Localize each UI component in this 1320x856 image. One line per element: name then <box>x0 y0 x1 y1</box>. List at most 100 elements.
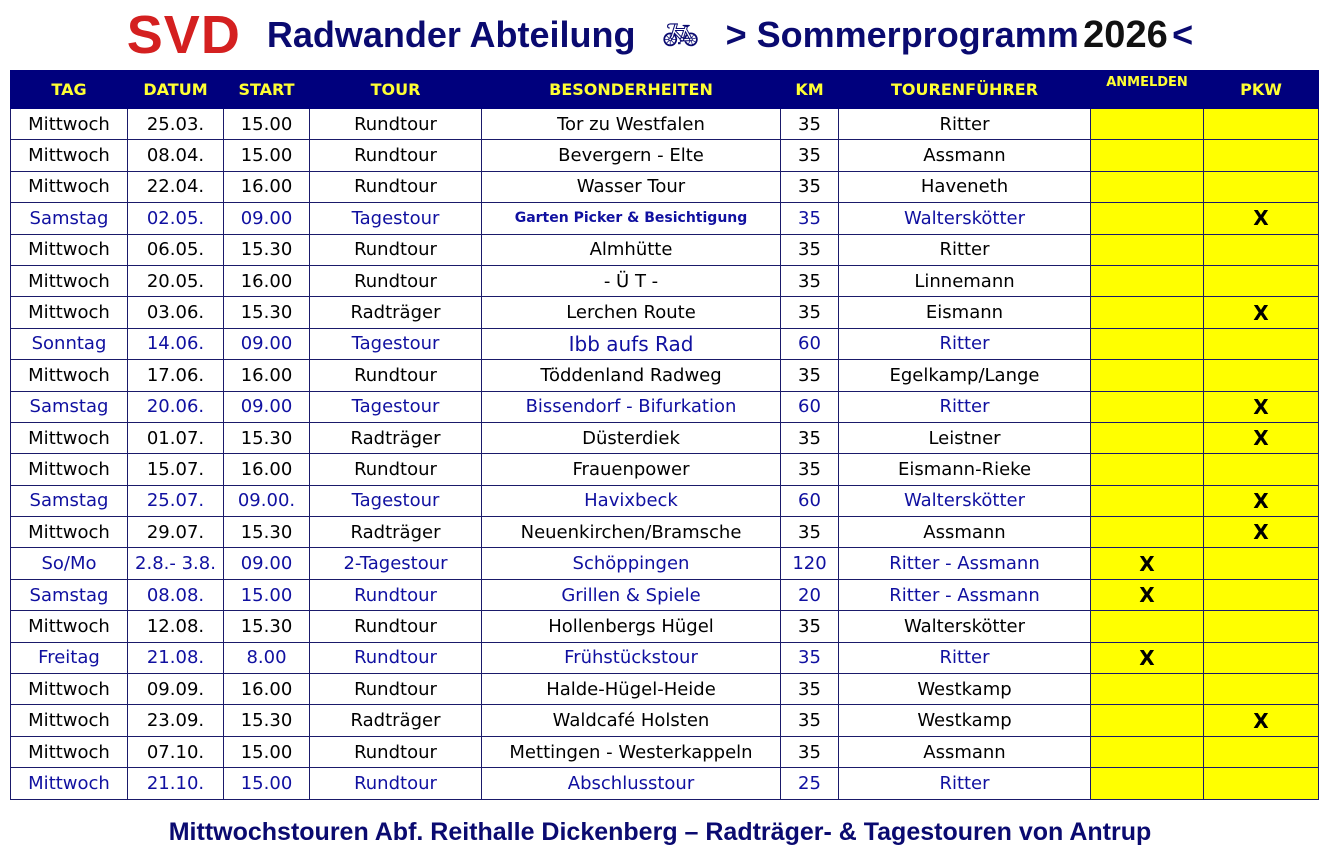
cell-anmelden[interactable] <box>1090 139 1204 172</box>
column-header: PKW <box>1203 70 1319 109</box>
cell-info: Tor zu Westfalen <box>481 107 781 141</box>
cell-pkw[interactable] <box>1203 673 1319 706</box>
cell-info: Lerchen Route <box>481 296 781 329</box>
cell-tour: 2-Tagestour <box>309 547 482 580</box>
cell-fuehrer: Assmann <box>838 735 1091 769</box>
cell-tag: Samstag <box>10 484 128 518</box>
cell-pkw[interactable] <box>1203 610 1319 643</box>
cell-anmelden[interactable] <box>1090 704 1204 737</box>
cell-pkw[interactable] <box>1203 170 1319 204</box>
cell-anmelden[interactable] <box>1090 484 1204 518</box>
column-header: ANMELDEN <box>1090 70 1204 109</box>
cell-tag: Mittwoch <box>10 735 128 769</box>
cell-fuehrer: Ritter <box>838 641 1091 675</box>
cell-pkw[interactable] <box>1203 547 1319 580</box>
cell-tag: Mittwoch <box>10 516 128 549</box>
cell-km: 35 <box>780 359 839 392</box>
cell-pkw[interactable] <box>1203 327 1319 361</box>
cell-start: 16.00 <box>223 359 310 392</box>
cell-start: 15.00 <box>223 107 310 141</box>
cell-info: Neuenkirchen/Bramsche <box>481 516 781 549</box>
cell-info: Wasser Tour <box>481 170 781 204</box>
cell-anmelden[interactable] <box>1090 296 1204 329</box>
cell-anmelden[interactable] <box>1090 170 1204 204</box>
cell-anmelden[interactable] <box>1090 767 1204 800</box>
cell-anmelden[interactable]: X <box>1090 547 1204 580</box>
cell-pkw[interactable] <box>1203 767 1319 800</box>
cell-start: 09.00 <box>223 547 310 580</box>
cell-tour: Rundtour <box>309 233 482 266</box>
cell-anmelden[interactable] <box>1090 610 1204 643</box>
cell-anmelden[interactable] <box>1090 421 1204 455</box>
cell-anmelden[interactable] <box>1090 516 1204 549</box>
cell-info: Mettingen - Westerkappeln <box>481 735 781 769</box>
cell-km: 35 <box>780 704 839 737</box>
cell-anmelden[interactable] <box>1090 264 1204 298</box>
cell-tour: Rundtour <box>309 578 482 612</box>
cell-datum: 22.04. <box>127 170 224 204</box>
cell-tour: Tagestour <box>309 202 482 235</box>
table-row: Mittwoch 12.08. 15.30 Rundtour Hollenbergs H… <box>10 610 1319 643</box>
cell-start: 16.00 <box>223 453 310 486</box>
cell-start: 09.00. <box>223 484 310 518</box>
cell-km: 35 <box>780 296 839 329</box>
cell-pkw[interactable]: X <box>1203 202 1319 235</box>
cell-anmelden[interactable] <box>1090 107 1204 141</box>
cell-fuehrer: Ritter <box>838 390 1091 423</box>
cell-pkw[interactable] <box>1203 453 1319 486</box>
cell-pkw[interactable] <box>1203 735 1319 769</box>
cell-anmelden[interactable]: X <box>1090 578 1204 612</box>
cell-pkw[interactable]: X <box>1203 296 1319 329</box>
cell-info: Almhütte <box>481 233 781 266</box>
cell-pkw[interactable] <box>1203 578 1319 612</box>
cell-datum: 08.08. <box>127 578 224 612</box>
cell-pkw[interactable]: X <box>1203 390 1319 423</box>
cell-tour: Rundtour <box>309 735 482 769</box>
cell-anmelden[interactable] <box>1090 673 1204 706</box>
cell-tag: Mittwoch <box>10 233 128 266</box>
cell-datum: 29.07. <box>127 516 224 549</box>
cell-anmelden[interactable] <box>1090 735 1204 769</box>
cell-anmelden[interactable] <box>1090 202 1204 235</box>
cell-km: 35 <box>780 202 839 235</box>
cell-pkw[interactable] <box>1203 139 1319 172</box>
cell-tour: Radträger <box>309 516 482 549</box>
cell-tag: Mittwoch <box>10 767 128 800</box>
table-row: Mittwoch 09.09. 16.00 Rundtour Halde-Hügel-H… <box>10 673 1319 706</box>
cell-fuehrer: Linnemann <box>838 264 1091 298</box>
cell-start: 15.00 <box>223 139 310 172</box>
cell-tour: Rundtour <box>309 453 482 486</box>
cell-anmelden[interactable] <box>1090 327 1204 361</box>
cell-anmelden[interactable] <box>1090 233 1204 266</box>
table-row: Mittwoch 20.05. 16.00 Rundtour - Ü T -35 Linn… <box>10 264 1319 298</box>
cell-pkw[interactable] <box>1203 233 1319 266</box>
table-row: Mittwoch 17.06. 16.00 Rundtour Töddenland Ra… <box>10 359 1319 392</box>
svd-logo: SVD <box>126 5 241 65</box>
cell-fuehrer: Walterskötter <box>838 202 1091 235</box>
cell-pkw[interactable] <box>1203 107 1319 141</box>
cell-datum: 14.06. <box>127 327 224 361</box>
cell-pkw[interactable] <box>1203 641 1319 675</box>
cell-anmelden[interactable] <box>1090 359 1204 392</box>
year: 2026 <box>1083 13 1168 56</box>
cell-anmelden[interactable]: X <box>1090 641 1204 675</box>
cell-start: 15.30 <box>223 610 310 643</box>
cell-anmelden[interactable] <box>1090 390 1204 423</box>
cell-pkw[interactable] <box>1203 359 1319 392</box>
cell-tour: Rundtour <box>309 673 482 706</box>
cell-pkw[interactable]: X <box>1203 704 1319 737</box>
table-row: Mittwoch 06.05. 15.30 Rundtour Almhütte 35 Rit… <box>10 233 1319 266</box>
cell-km: 35 <box>780 735 839 769</box>
cell-tour: Tagestour <box>309 484 482 518</box>
footer-note: Mittwochstouren Abf. Reithalle Dickenber… <box>168 818 1152 846</box>
cell-tour: Rundtour <box>309 641 482 675</box>
cell-tour: Rundtour <box>309 139 482 172</box>
cell-start: 8.00 <box>223 641 310 675</box>
cell-anmelden[interactable] <box>1090 453 1204 486</box>
column-header: KM <box>780 70 839 109</box>
cell-pkw[interactable] <box>1203 264 1319 298</box>
cell-datum: 09.09. <box>127 673 224 706</box>
cell-pkw[interactable]: X <box>1203 516 1319 549</box>
cell-pkw[interactable]: X <box>1203 421 1319 455</box>
cell-pkw[interactable]: X <box>1203 484 1319 518</box>
